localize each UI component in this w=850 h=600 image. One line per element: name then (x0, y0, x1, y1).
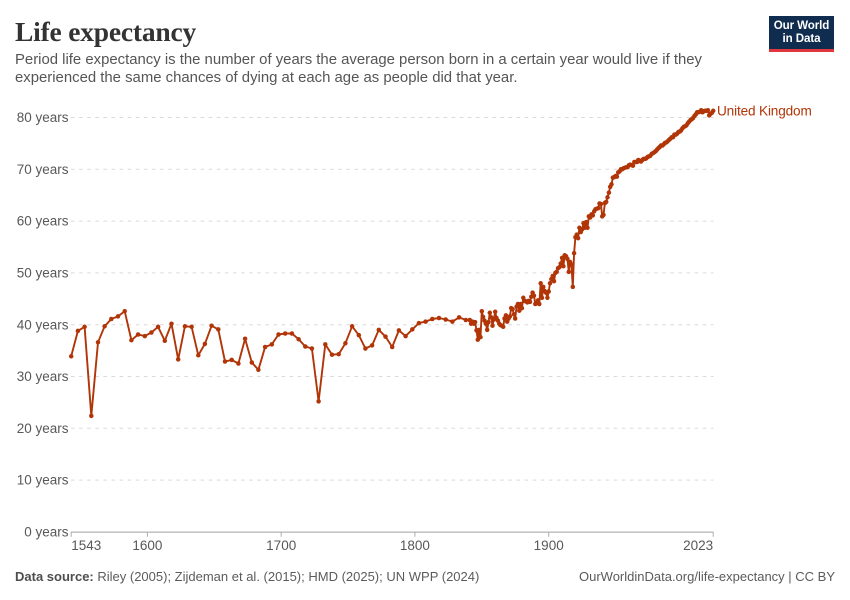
svg-text:60 years: 60 years (17, 214, 69, 229)
svg-text:70 years: 70 years (17, 162, 69, 177)
svg-text:2023: 2023 (683, 538, 713, 553)
svg-text:United Kingdom: United Kingdom (717, 103, 812, 118)
svg-text:1543: 1543 (71, 538, 101, 553)
svg-text:0 years: 0 years (24, 525, 69, 540)
svg-text:50 years: 50 years (17, 266, 69, 281)
svg-text:1700: 1700 (266, 538, 296, 553)
svg-text:30 years: 30 years (17, 369, 69, 384)
svg-text:Data source: Riley (2005); Zij: Data source: Riley (2005); Zijdeman et a… (15, 569, 479, 584)
svg-text:20 years: 20 years (17, 421, 69, 436)
svg-text:1800: 1800 (400, 538, 430, 553)
svg-text:OurWorldinData.org/life-expect: OurWorldinData.org/life-expectancy | CC … (579, 569, 835, 584)
svg-text:10 years: 10 years (17, 473, 69, 488)
svg-text:40 years: 40 years (17, 317, 69, 332)
svg-text:80 years: 80 years (17, 110, 69, 125)
svg-text:1600: 1600 (132, 538, 162, 553)
svg-text:1900: 1900 (534, 538, 564, 553)
